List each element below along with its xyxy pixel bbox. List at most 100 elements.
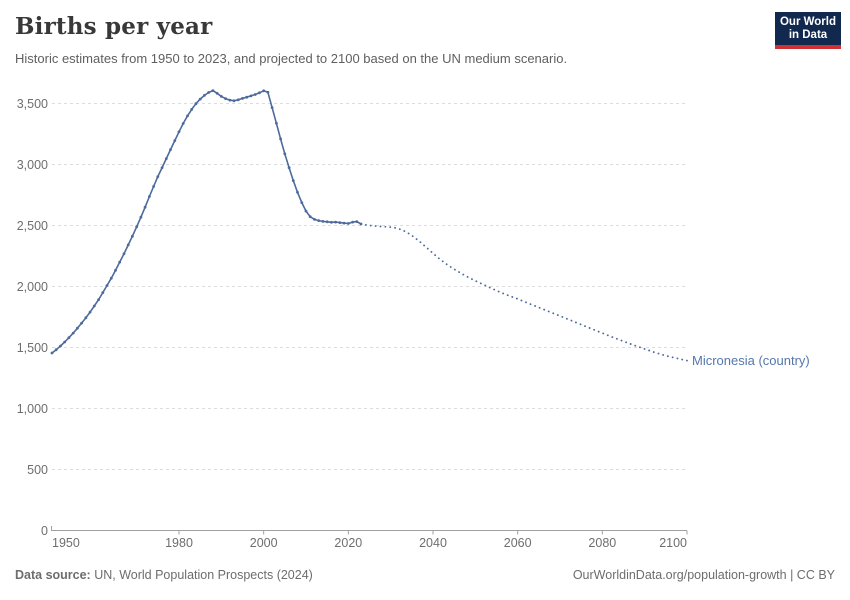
data-point-marker	[88, 310, 92, 314]
data-point-marker	[219, 95, 223, 98]
logo-text-line2: in Data	[788, 28, 828, 41]
data-point-marker	[131, 234, 134, 238]
data-point-marker	[76, 326, 79, 330]
x-tick-label: 2040	[419, 536, 447, 550]
data-point-marker	[321, 220, 325, 223]
data-point-marker	[177, 130, 181, 134]
data-point-marker	[156, 175, 160, 179]
data-point-marker	[258, 91, 261, 95]
x-tick-label: 2080	[588, 536, 616, 550]
x-tick-label: 1950	[52, 536, 80, 550]
data-point-marker	[152, 185, 156, 188]
data-point-marker	[59, 344, 62, 348]
data-point-marker	[232, 99, 236, 103]
y-tick-label: 3,500	[17, 97, 48, 111]
data-point-marker	[313, 218, 316, 221]
data-point-marker	[143, 205, 147, 209]
x-tick-label: 2060	[504, 536, 532, 550]
data-point-marker	[224, 97, 228, 100]
data-point-marker	[203, 94, 206, 97]
footer-source-text: UN, World Population Prospects (2024)	[90, 568, 313, 582]
data-point-marker	[291, 179, 295, 183]
data-point-marker	[169, 148, 172, 152]
data-point-marker	[338, 221, 342, 225]
data-point-marker	[101, 291, 105, 294]
data-point-marker	[270, 106, 274, 109]
data-point-marker	[317, 219, 321, 223]
data-point-marker	[245, 95, 249, 99]
data-point-marker	[63, 340, 67, 344]
x-tick-label: 1980	[165, 536, 193, 550]
series-label-micronesia: Micronesia (country)	[692, 353, 810, 368]
page-title: Births per year	[15, 13, 213, 40]
data-point-marker	[266, 90, 270, 94]
chart-subtitle: Historic estimates from 1950 to 2023, an…	[15, 51, 568, 66]
data-point-marker	[160, 166, 164, 170]
series-line-historic	[51, 89, 362, 354]
y-tick-label: 1,000	[17, 402, 48, 416]
data-point-marker	[228, 98, 232, 102]
data-point-marker	[300, 201, 304, 205]
data-point-marker	[351, 220, 354, 224]
data-point-marker	[355, 220, 359, 224]
data-point-marker	[71, 331, 75, 335]
y-tick-label: 0	[41, 524, 48, 538]
data-point-marker	[84, 316, 88, 320]
data-point-marker	[241, 97, 244, 100]
data-point-marker	[122, 252, 126, 256]
data-point-marker	[67, 336, 71, 340]
data-point-marker	[109, 276, 113, 280]
data-point-marker	[296, 190, 299, 194]
data-point-marker	[207, 91, 211, 94]
data-point-marker	[215, 91, 219, 95]
data-point-marker	[148, 195, 151, 198]
data-point-marker	[325, 220, 329, 224]
data-point-marker	[80, 321, 83, 325]
data-point-marker	[304, 209, 308, 213]
y-tick-label: 3,000	[17, 158, 48, 172]
data-point-marker	[118, 260, 122, 264]
footer-source-label: Data source:	[15, 568, 91, 582]
y-tick-label: 500	[27, 463, 48, 477]
y-tick-label: 2,500	[17, 219, 48, 233]
data-point-marker	[139, 215, 143, 219]
y-tick-label: 1,500	[17, 341, 48, 355]
footer-source: Data source: UN, World Population Prospe…	[15, 568, 313, 582]
data-point-marker	[173, 139, 177, 143]
data-point-marker	[97, 298, 100, 301]
data-point-marker	[114, 269, 117, 272]
data-point-marker	[164, 157, 168, 161]
series-line-projection	[360, 223, 688, 362]
x-tick-label: 2020	[334, 536, 362, 550]
data-point-marker	[198, 97, 202, 101]
data-point-marker	[262, 89, 266, 93]
footer-citation-link[interactable]: OurWorldinData.org/population-growth | C…	[572, 568, 835, 582]
data-point-marker	[211, 89, 215, 92]
data-point-marker	[275, 121, 278, 125]
data-point-marker	[50, 351, 54, 355]
data-point-marker	[186, 114, 189, 118]
data-point-marker	[181, 122, 185, 125]
logo-text-line1: Our World	[779, 15, 836, 28]
data-point-marker	[334, 220, 337, 224]
data-point-marker	[190, 108, 194, 111]
data-point-marker	[249, 94, 253, 98]
y-tick-label: 2,000	[17, 280, 48, 294]
owid-logo[interactable]: Our World in Data	[775, 12, 841, 49]
footer: Data source: UN, World Population Prospe…	[15, 568, 835, 582]
data-point-marker	[135, 225, 139, 229]
data-point-marker	[92, 304, 96, 308]
data-point-marker	[253, 93, 257, 96]
data-point-marker	[194, 102, 198, 106]
data-point-marker	[346, 222, 350, 225]
x-tick-label: 2000	[250, 536, 278, 550]
data-point-marker	[236, 98, 240, 102]
data-point-marker	[287, 166, 291, 170]
data-point-marker	[105, 284, 109, 287]
data-point-marker	[308, 215, 312, 219]
data-point-marker	[54, 348, 58, 352]
data-point-marker	[342, 221, 346, 225]
x-tick-label: 2100	[659, 536, 687, 550]
